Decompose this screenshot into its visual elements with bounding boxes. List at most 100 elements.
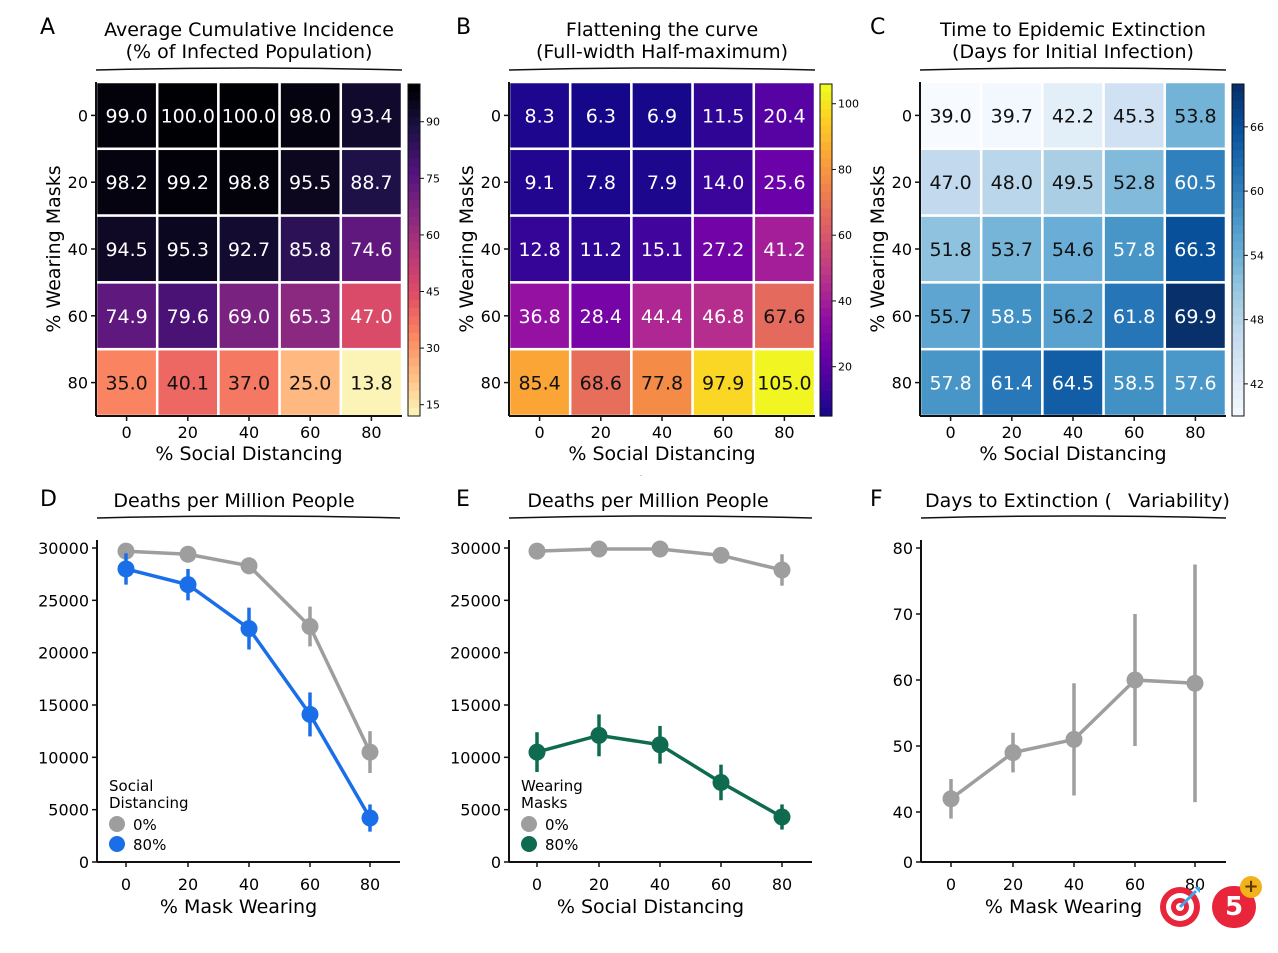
- data-point: [1126, 671, 1144, 689]
- y-tick-label: 80: [68, 374, 88, 393]
- colorbar-tick-label: 40: [838, 295, 852, 308]
- data-point: [773, 561, 791, 579]
- colorbar-segment: [408, 191, 420, 201]
- colorbar-tick-label: 30: [426, 342, 440, 355]
- colorbar-segment: [1232, 241, 1244, 251]
- x-tick-label: 80: [1185, 875, 1205, 894]
- y-tick-label: 20: [481, 173, 501, 192]
- cell-value: 53.8: [1174, 105, 1216, 127]
- cell-value: 25.0: [289, 373, 331, 395]
- x-tick-label: 0: [122, 423, 132, 442]
- target-badge[interactable]: [1158, 885, 1202, 929]
- legend-label: 80%: [133, 836, 166, 854]
- heatmap-cell: [979, 147, 1044, 217]
- colorbar-segment: [408, 84, 420, 93]
- cell-value: 77.8: [641, 373, 683, 395]
- x-tick-label: 60: [713, 423, 733, 442]
- line-chart-panel-e: E Deaths per Million People 0 5000 10000 1500…: [450, 487, 813, 918]
- y-tick-label: 5000: [460, 801, 501, 820]
- legend-title-line2: Distancing: [109, 794, 189, 812]
- colorbar-segment: [820, 357, 832, 367]
- cell-value: 74.9: [105, 306, 147, 328]
- colorbar-segment: [1232, 117, 1244, 127]
- heatmap-cell: [568, 281, 633, 351]
- colorbar-tick-label: 60: [426, 229, 440, 242]
- colorbar-segment: [820, 100, 832, 110]
- x-tick-label: 60: [711, 875, 731, 894]
- cell-value: 47.0: [350, 306, 392, 328]
- cell-value: 69.0: [228, 306, 270, 328]
- y-tick-label: 10000: [38, 748, 89, 767]
- colorbar-segment: [408, 150, 420, 160]
- colorbar-segment: [408, 391, 420, 400]
- cell-value: 46.8: [702, 306, 744, 328]
- x-tick-label: 40: [1064, 875, 1084, 894]
- colorbar-segment: [1232, 357, 1244, 367]
- cell-value: 14.0: [702, 172, 744, 194]
- x-tick-label: 40: [239, 423, 259, 442]
- data-point: [179, 576, 197, 594]
- heatmaps-layer: A Average Cumulative Incidence(% of Infec…: [40, 15, 1264, 465]
- cell-value: 60.5: [1174, 172, 1216, 194]
- colorbar-segment: [408, 357, 420, 367]
- colorbar-segment: [1232, 274, 1244, 284]
- colorbar-segment: [820, 191, 832, 201]
- colorbar-segment: [1232, 200, 1244, 210]
- legend-title-line1: Wearing: [521, 777, 583, 795]
- colorbar-segment: [1232, 92, 1244, 102]
- heatmap-cell: [278, 214, 343, 284]
- colorbar-segment: [1232, 333, 1244, 342]
- x-tick-label: 60: [1125, 875, 1145, 894]
- y-tick-label: 50: [893, 737, 913, 756]
- cell-value: 36.8: [518, 306, 560, 328]
- colorbar-segment: [820, 250, 832, 259]
- colorbar-segment: [820, 407, 832, 417]
- y-tick-label: 0: [78, 106, 88, 125]
- colorbar-segment: [820, 316, 832, 326]
- cell-value: 48.0: [991, 172, 1033, 194]
- cell-value: 95.5: [289, 172, 331, 194]
- plus-badge[interactable]: +: [1240, 876, 1262, 898]
- cell-value: 67.6: [763, 306, 805, 328]
- cell-value: 65.3: [289, 306, 331, 328]
- x-tick-label: 80: [774, 423, 794, 442]
- x-axis-title: % Social Distancing: [979, 443, 1166, 465]
- cell-value: 93.4: [350, 105, 392, 127]
- colorbar-tick-label: 100: [838, 98, 859, 111]
- heatmap-cell: [1102, 80, 1167, 151]
- legend-label: 0%: [545, 816, 569, 834]
- data-point: [773, 808, 791, 826]
- cell-value: 49.5: [1052, 172, 1094, 194]
- colorbar-segment: [408, 258, 420, 268]
- cell-value: 11.5: [702, 105, 744, 127]
- x-tick-label: 80: [1185, 423, 1205, 442]
- stray-mark: .: [640, 471, 642, 478]
- y-tick-label: 20: [892, 173, 912, 192]
- colorbar-segment: [820, 341, 832, 351]
- x-axis-title: % Social Distancing: [557, 896, 744, 918]
- cell-value: 35.0: [105, 373, 147, 395]
- cell-value: 52.8: [1113, 172, 1155, 194]
- chart-title: Deaths per Million People: [113, 490, 354, 512]
- cell-value: 94.5: [105, 239, 147, 261]
- cell-value: 99.0: [105, 105, 147, 127]
- colorbar-segment: [1232, 341, 1244, 351]
- data-point: [712, 773, 730, 791]
- colorbar-tick-label: 45: [426, 286, 440, 299]
- cell-value: 47.0: [929, 172, 971, 194]
- heatmap-cell: [155, 214, 220, 284]
- cell-value: 42.2: [1052, 105, 1094, 127]
- heatmap-cell: [979, 347, 1044, 418]
- colorbar-segment: [1232, 366, 1244, 376]
- colorbar-segment: [1232, 191, 1244, 201]
- panel-letter: B: [456, 15, 471, 40]
- cell-value: 40.1: [167, 373, 209, 395]
- panel-letter: D: [40, 487, 57, 512]
- colorbar-frame: [819, 83, 833, 417]
- heatmap-cell: [918, 80, 983, 151]
- colorbar-segment: [820, 175, 832, 185]
- colorbar-segment: [408, 333, 420, 342]
- cell-value: 45.3: [1113, 105, 1155, 127]
- colorbar-tick-label: 42: [1250, 378, 1264, 391]
- colorbar-segment: [820, 382, 832, 392]
